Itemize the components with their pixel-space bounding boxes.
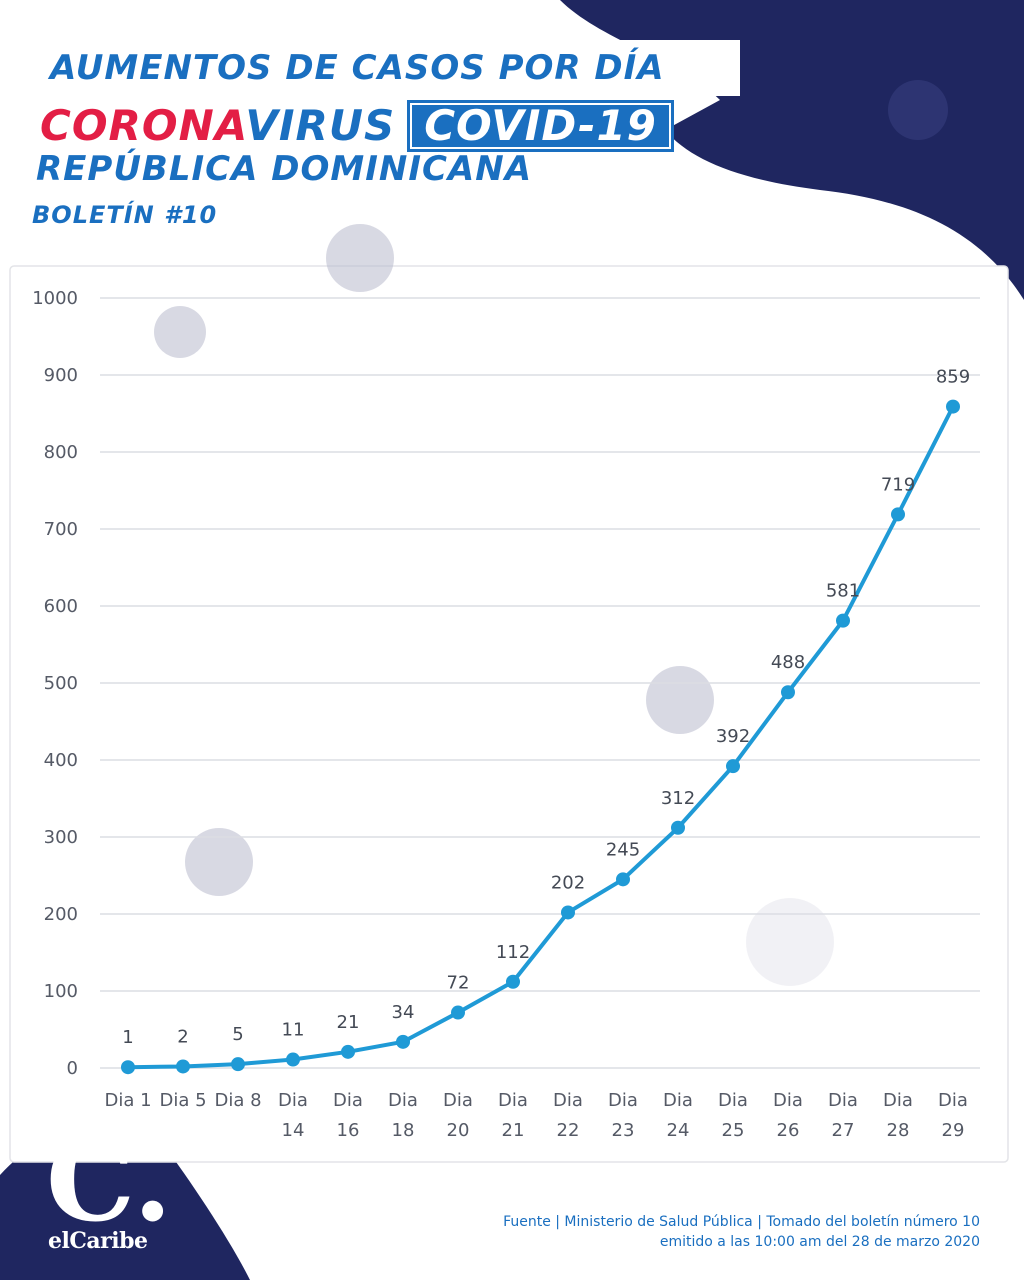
source-note: Fuente | Ministerio de Salud Pública | T… — [360, 1212, 980, 1252]
data-label: 1 — [122, 1027, 133, 1048]
bulletin-subtitle: BOLETÍN #10 — [32, 201, 218, 229]
y-tick-label: 200 — [44, 904, 78, 925]
x-tick-label: Dia 29 — [938, 1090, 968, 1141]
data-label: 245 — [606, 839, 640, 860]
x-tick-label: Dia 14 — [278, 1090, 308, 1141]
data-point — [396, 1034, 410, 1049]
x-tick-label: Dia 5 — [159, 1090, 206, 1111]
x-tick-label: Dia 25 — [718, 1090, 748, 1141]
data-point — [946, 399, 960, 414]
chart-panel — [9, 265, 1009, 1163]
data-point — [176, 1059, 190, 1074]
virus-icon — [185, 828, 253, 896]
data-label: 11 — [282, 1020, 305, 1041]
data-label: 859 — [936, 367, 970, 388]
data-point — [891, 507, 905, 522]
elcaribe-logo: C. elCaribe — [44, 1122, 174, 1260]
x-tick-label: Dia 18 — [388, 1090, 418, 1141]
title-virus: VIRUS — [245, 101, 396, 150]
data-point — [561, 905, 575, 920]
virus-icon — [326, 224, 394, 292]
data-point — [341, 1044, 355, 1059]
series-line — [127, 405, 955, 1070]
y-tick-label: 1000 — [32, 288, 78, 309]
x-axis-ticks: Dia 1 Dia 5 Dia 8 Dia 14 Dia 16 Dia 18 Dia 20 Dia 21… — [104, 1090, 967, 1141]
data-point — [451, 1005, 465, 1020]
x-tick-label: Dia 26 — [773, 1090, 803, 1141]
data-label: 72 — [447, 973, 470, 994]
data-points — [121, 399, 960, 1075]
logo-mark: C. — [46, 1116, 173, 1247]
data-label: 202 — [551, 872, 585, 893]
title-line-1: AUMENTOS DE CASOS POR DÍA — [40, 40, 740, 96]
virus-watermark-icon — [888, 80, 948, 140]
y-tick-label: 800 — [44, 442, 78, 463]
data-point — [231, 1057, 245, 1072]
data-point — [286, 1052, 300, 1067]
data-label: 2 — [177, 1026, 188, 1047]
y-tick-label: 500 — [44, 673, 78, 694]
data-label: 5 — [232, 1024, 243, 1045]
logo-wordmark: elCaribe — [48, 1228, 148, 1254]
data-point — [726, 759, 740, 774]
y-tick-label: 300 — [44, 827, 78, 848]
data-point — [671, 820, 685, 835]
x-tick-label: Dia 20 — [443, 1090, 473, 1141]
data-label: 581 — [826, 581, 860, 602]
data-point — [506, 974, 520, 989]
virus-icon — [154, 306, 206, 358]
y-tick-label: 700 — [44, 519, 78, 540]
title-corona: CORONA — [40, 101, 246, 150]
data-point — [121, 1060, 135, 1075]
source-line-1: Fuente | Ministerio de Salud Pública | T… — [503, 1214, 980, 1230]
x-tick-label: Dia 27 — [828, 1090, 858, 1141]
y-tick-label: 400 — [44, 750, 78, 771]
data-label: 392 — [716, 726, 750, 747]
virus-icon — [646, 666, 714, 734]
x-tick-label: Dia 21 — [498, 1090, 528, 1141]
data-label: 112 — [496, 942, 530, 963]
title-line-3: REPÚBLICA DOMINICANA — [36, 149, 533, 189]
virus-icon — [746, 898, 834, 986]
x-tick-label: Dia 23 — [608, 1090, 638, 1141]
x-tick-label: Dia 24 — [663, 1090, 693, 1141]
data-label: 719 — [881, 474, 915, 495]
x-tick-label: Dia 16 — [333, 1090, 363, 1141]
x-tick-label: Dia 28 — [883, 1090, 913, 1141]
data-point — [616, 872, 630, 887]
y-tick-label: 100 — [44, 981, 78, 1002]
data-point — [836, 613, 850, 628]
data-label: 488 — [771, 652, 805, 673]
data-label: 312 — [661, 788, 695, 809]
y-axis-ticks: 0 100 200 300 400 500 600 700 800 900 1000 — [32, 288, 78, 1079]
y-tick-label: 600 — [44, 596, 78, 617]
gridlines — [100, 297, 980, 1069]
title-covid-badge: COVID-19 — [407, 100, 674, 152]
data-label: 21 — [337, 1012, 360, 1033]
data-point — [781, 685, 795, 700]
y-tick-label: 900 — [44, 365, 78, 386]
title-line-2: CORONAVIRUS COVID-19 — [40, 100, 674, 152]
x-tick-label: Dia 22 — [553, 1090, 583, 1141]
x-tick-label: Dia 8 — [214, 1090, 261, 1111]
data-label: 34 — [392, 1002, 415, 1023]
y-tick-label: 0 — [67, 1058, 78, 1079]
navy-wave-top-right — [560, 0, 1024, 300]
source-line-2: emitido a las 10:00 am del 28 de marzo 2… — [659, 1234, 980, 1250]
x-tick-label: Dia 1 — [104, 1090, 151, 1111]
data-labels: 1 2 5 11 21 34 72 112 202 245 312 392 488 581 719 859 — [122, 367, 970, 1049]
